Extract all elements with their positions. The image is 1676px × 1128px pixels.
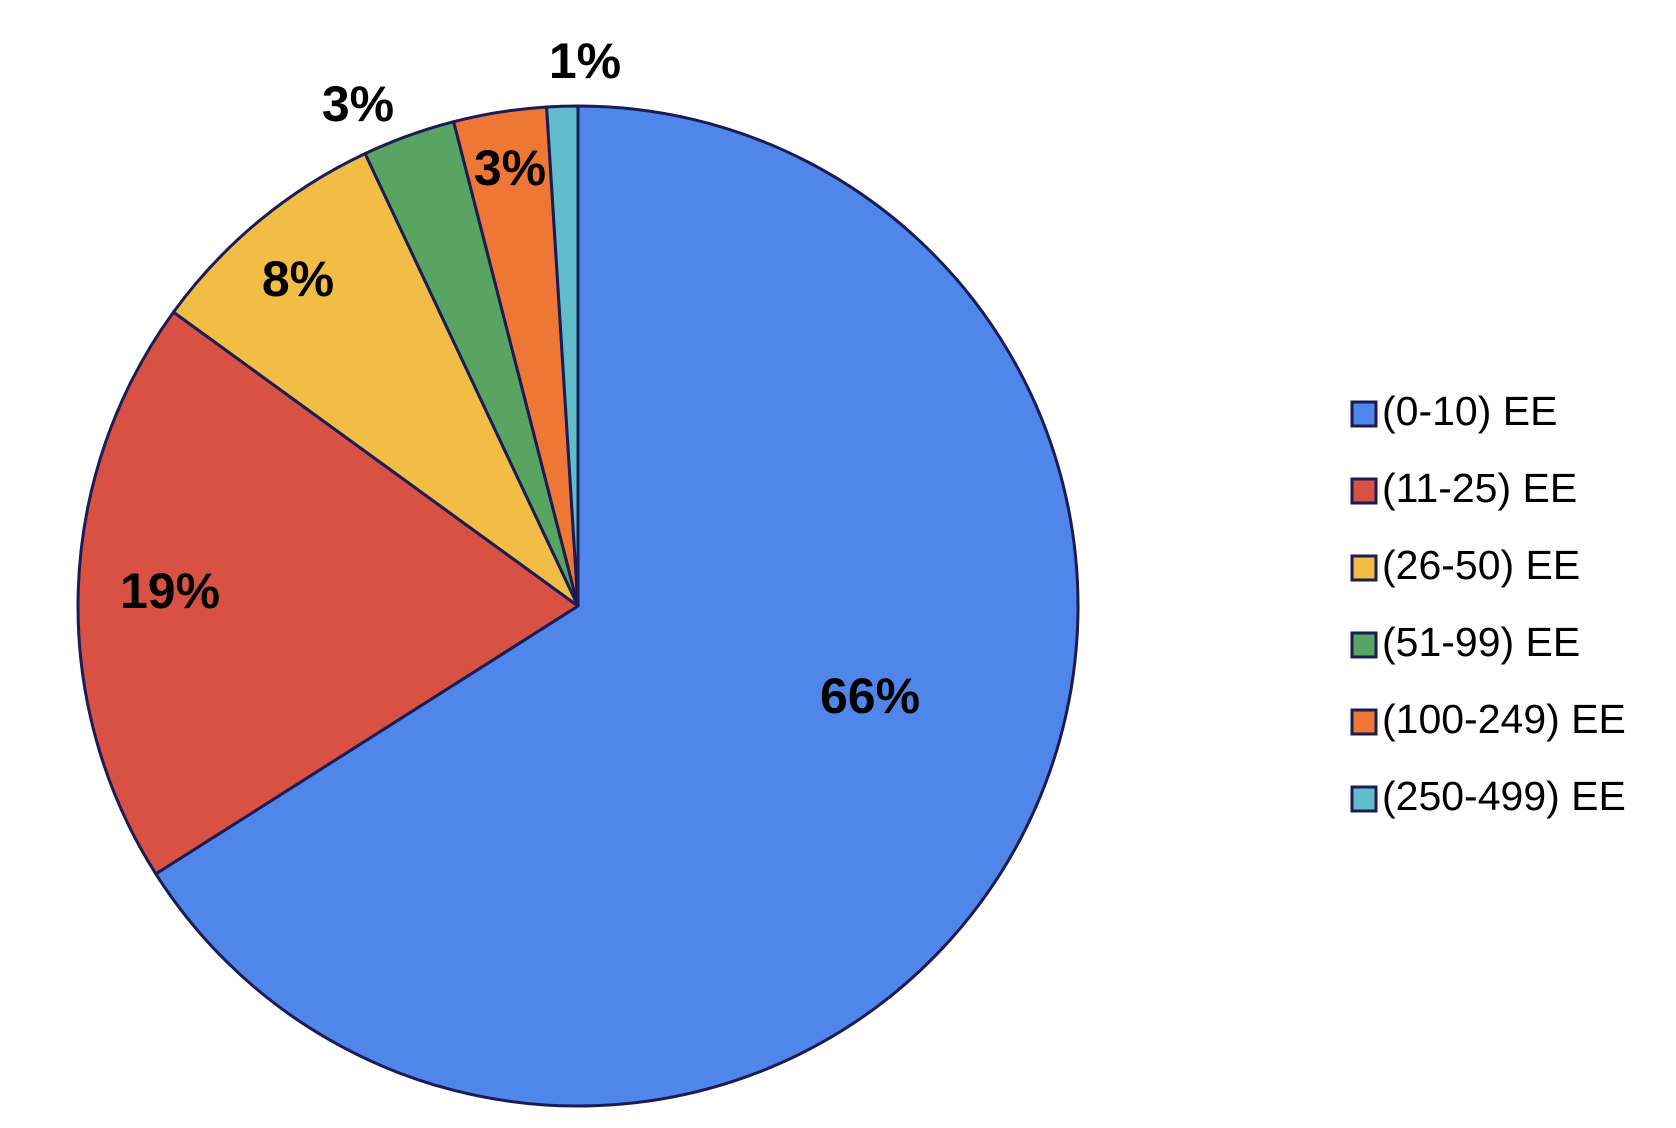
legend-label-3: (26-50) EE	[1382, 542, 1580, 588]
data-label-4: 3%	[322, 76, 394, 132]
legend-label-2: (11-25) EE	[1382, 465, 1577, 511]
legend-swatch-5	[1350, 708, 1378, 736]
pie-slice-3	[171, 152, 580, 608]
legend: (0-10) EE (11-25) EE (26-50) EE (51-99) EE (…	[1350, 388, 1626, 819]
legend-label-4: (51-99) EE	[1382, 619, 1580, 665]
legend-label-1: (0-10) EE	[1382, 388, 1557, 434]
legend-swatch-6	[1350, 785, 1378, 813]
data-label-3: 8%	[262, 251, 334, 307]
legend-swatch-3	[1350, 554, 1378, 582]
data-label-5: 3%	[474, 140, 546, 196]
legend-label-5: (100-249) EE	[1382, 696, 1626, 742]
pie-slice-2	[76, 310, 580, 876]
pie-slices	[76, 104, 1080, 1108]
pie-slice-1	[154, 104, 1080, 1108]
data-label-1: 66%	[820, 668, 920, 724]
legend-swatch-4	[1350, 631, 1378, 659]
data-label-2: 19%	[120, 563, 220, 619]
legend-swatch-2	[1350, 477, 1378, 505]
legend-swatch-1	[1350, 400, 1378, 428]
data-labels: 66%19%8%3%3%1%	[120, 33, 920, 724]
legend-label-6: (250-499) EE	[1382, 773, 1626, 819]
data-label-6: 1%	[549, 33, 621, 89]
pie-slice-6	[545, 104, 580, 608]
